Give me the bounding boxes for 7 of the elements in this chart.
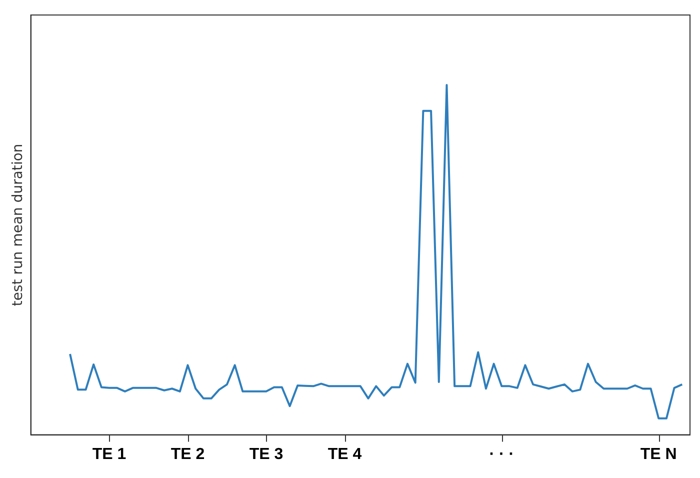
- x-tick-label: · · ·: [489, 446, 514, 463]
- x-tick-label: TE 2: [170, 446, 205, 463]
- x-tick-label: TE 4: [328, 446, 362, 463]
- y-axis-title: test run mean duration: [10, 144, 26, 306]
- x-tick-label: TE 1: [92, 446, 126, 463]
- x-tick-label: TE 3: [249, 446, 284, 463]
- x-tick-label: TE N: [640, 446, 677, 463]
